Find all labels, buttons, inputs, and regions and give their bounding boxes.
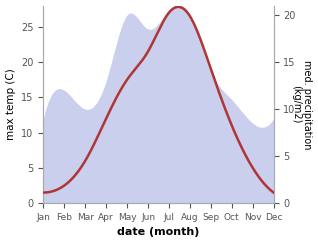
X-axis label: date (month): date (month) [117,227,200,237]
Y-axis label: max temp (C): max temp (C) [5,69,16,140]
Y-axis label: med. precipitation
(kg/m2): med. precipitation (kg/m2) [291,60,313,149]
